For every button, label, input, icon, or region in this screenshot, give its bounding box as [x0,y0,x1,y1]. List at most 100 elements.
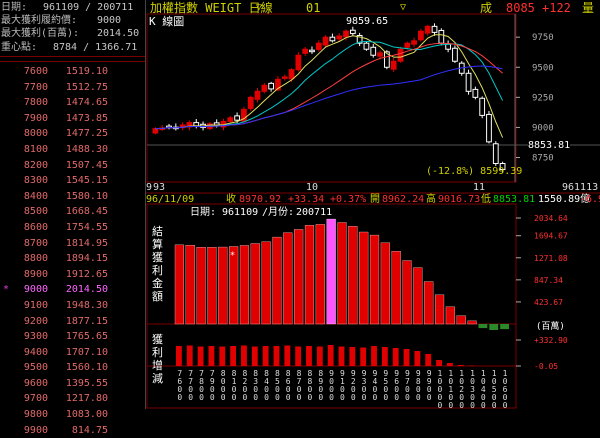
ladder-row[interactable]: 9600 1395.55 [0,376,145,392]
settle-bar [294,229,304,325]
ladder-row[interactable]: 7700 1512.75 [0,80,145,96]
strike-digit: 0 [351,393,356,402]
ladder-strike: 8000 [23,128,48,140]
ladder-row[interactable]: 8900 1912.65 [0,267,145,283]
strike-digit: 6 [394,377,399,386]
ladder-row[interactable]: 9100 1948.30 [0,298,145,314]
ladder-row[interactable]: 9700 1217.80 [0,391,145,407]
strike-digit: 8 [286,369,291,378]
strike-digit: 0 [253,385,258,394]
ladder-strike: 8400 [23,190,48,202]
change-bar [436,360,442,366]
strike-digit: 0 [177,385,182,394]
ladder-row[interactable]: 9900 814.75 [0,423,145,438]
strike-digit: 3 [253,377,258,386]
ladder-row[interactable]: 8400 1580.10 [0,189,145,205]
ladder-row[interactable]: 7900 1473.85 [0,111,145,127]
ladder-row[interactable]: 8800 1894.15 [0,251,145,267]
date-right: 961113 [562,182,599,193]
ladder-row[interactable]: 7800 1474.65 [0,95,145,111]
ladder-row[interactable]: 8300 1545.15 [0,173,145,189]
settle-bar [283,232,293,325]
ladder-row[interactable]: 9300 1765.65 [0,329,145,345]
max-profit-value: 2014.50 [97,28,140,39]
ladder-row[interactable]: 8600 1754.55 [0,220,145,236]
left-panel: 日期: 961109 / 200711 最大獲利履約價: 9000 最大獲利(百萬)… [0,0,145,436]
ladder-strike: 9300 [23,331,48,343]
ladder-row[interactable]: * 9000 2014.50 [0,282,145,298]
strike-digit: 0 [351,385,356,394]
strike-digit: 0 [232,385,237,394]
ladder-row[interactable]: 9800 1083.00 [0,407,145,423]
y-tick-label: 1694.67 [534,232,568,241]
ladder-row[interactable]: 9400 1707.10 [0,345,145,361]
ladder-row[interactable]: 8100 1488.30 [0,142,145,158]
y-tick-label: 8750 [532,153,554,163]
strike-digit: 0 [297,385,302,394]
strike-digit: 0 [286,385,291,394]
change-bar [381,347,388,366]
candle-body [261,84,268,92]
chevron-down-icon[interactable]: ▽ [256,2,263,13]
strike-digit: 8 [416,377,421,386]
strike-digit: 9 [416,369,421,378]
ladder-row[interactable]: 8000 1477.25 [0,126,145,142]
unit-label: (百萬) [536,322,565,332]
strike-digit: 8 [275,369,280,378]
strike-digit: 0 [362,393,367,402]
ladder-row[interactable]: 8500 1668.45 [0,204,145,220]
chevron-down-icon[interactable]: ▽ [400,2,407,13]
change-bar [349,347,356,366]
strike-digit: 0 [221,385,226,394]
strike-digit: 8 [297,369,302,378]
settle-bar [207,247,217,325]
ladder-row[interactable]: 7600 1519.10 [0,64,145,80]
candle-body [390,60,397,70]
quote-date: 96/11/09 [146,194,195,205]
strike-axis-labels: 7600770078007900800081008200830084008500… [177,369,508,410]
ladder-value: 1512.75 [65,81,108,93]
month-label: 10 [306,182,319,193]
strike-digit: 0 [492,401,497,409]
strike-digit: 9 [329,369,334,378]
profit-change-bars[interactable] [176,345,475,366]
ladder-value: 1474.65 [65,97,108,109]
strike-digit: 0 [470,393,475,402]
strike-digit: 0 [394,385,399,394]
candle-body [281,76,288,79]
y-tick-label: 9250 [532,93,554,103]
strike-digit: 7 [177,369,182,378]
candle-body [404,42,411,48]
strike-profit-ladder[interactable]: 7600 1519.10 7700 1512.75 7800 1474.65 7900 147… [0,64,145,438]
ladder-value: 1545.15 [65,175,108,187]
settle-bars[interactable]: * [174,218,509,330]
candle-body [254,90,261,100]
strike-digit: 0 [405,393,410,402]
ladder-strike: 9200 [23,315,48,327]
strike-digit: 0 [383,393,388,402]
settle-bar [315,224,325,325]
ladder-row[interactable]: 9200 1877.15 [0,314,145,330]
ladder-row[interactable]: 8200 1507.45 [0,158,145,174]
high-label: 高 [426,194,436,205]
strike-digit: 2 [242,377,247,386]
settle-bar-negative [478,324,488,329]
strike-digit: 1 [448,369,453,378]
y-tick-label: 9000 [532,123,554,133]
settle-bar [196,247,206,325]
strike-digit: 0 [503,401,508,409]
ladder-row[interactable]: 8700 1814.95 [0,236,145,252]
strike-digit: 9 [362,369,367,378]
strike-digit: 0 [362,385,367,394]
change-bar [176,346,182,366]
center-value: 8784 / 1366.71 [53,42,138,53]
settle-bar [250,243,260,325]
strike-digit: 0 [438,385,443,394]
month-label: 11 [473,182,486,193]
candle-body [315,42,322,50]
ladder-value: 1765.65 [65,331,108,343]
strike-digit: 8 [221,369,226,378]
strike-digit: 0 [405,385,410,394]
ladder-row[interactable]: 9500 1560.10 [0,360,145,376]
strike-digit: 8 [307,369,312,378]
